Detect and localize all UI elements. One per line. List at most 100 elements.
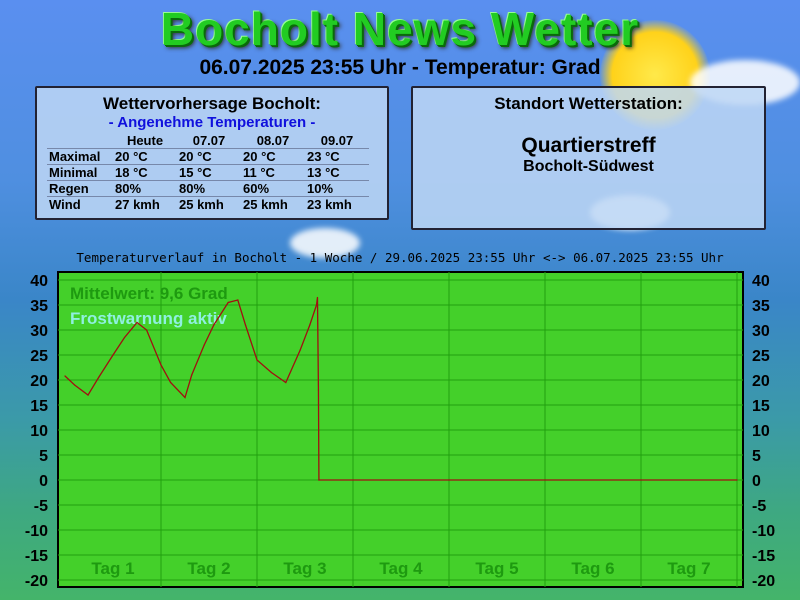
mean-annotation: Mittelwert: 9,6 Grad (70, 284, 228, 303)
y-tick-label-right: -20 (752, 573, 775, 590)
data-point (270, 371, 272, 374)
data-point (64, 375, 66, 377)
data-point (203, 344, 205, 346)
forecast-cell: 23 kmh (305, 196, 369, 212)
forecast-row: Maximal 20 °C 20 °C 20 °C 23 °C (47, 148, 369, 165)
forecast-cell: 13 °C (305, 164, 369, 181)
data-point (318, 479, 320, 481)
y-tick-label-right: 10 (752, 423, 770, 440)
y-tick-label-right: 0 (752, 473, 761, 490)
forecast-cell: 18 °C (113, 164, 177, 181)
data-point (299, 349, 301, 351)
y-tick-label-left: 20 (30, 373, 48, 390)
x-tick-label: Tag 6 (571, 559, 614, 578)
x-tick-label: Tag 4 (379, 559, 423, 578)
forecast-cell: 80% (113, 180, 177, 197)
data-point (170, 381, 172, 384)
station-panel: Standort Wetterstation: Quartierstreff B… (411, 86, 766, 230)
date-temperature-line: 06.07.2025 23:55 Uhr - Temperatur: Grad (199, 56, 601, 79)
data-point (244, 324, 247, 326)
forecast-cell: 10% (305, 180, 369, 197)
data-point (213, 324, 215, 326)
y-tick-label-right: -15 (752, 548, 775, 565)
y-tick-label-right: 5 (752, 448, 761, 465)
y-tick-label-right: 30 (752, 323, 770, 340)
y-tick-label-left: 10 (30, 423, 48, 440)
station-name: Quartierstreff (521, 134, 656, 157)
data-point (184, 396, 186, 399)
data-point (87, 394, 89, 396)
forecast-cell: 27 kmh (113, 196, 177, 212)
data-point (112, 354, 114, 356)
forecast-panel: Wettervorhersage Bocholt: - Angenehme Te… (35, 86, 389, 220)
y-tick-label-left: -20 (25, 573, 48, 590)
forecast-cell: 20 °C (241, 148, 305, 165)
x-tick-label: Tag 3 (283, 559, 326, 578)
row-label: Wind (47, 196, 113, 212)
column-header: Heute (126, 133, 164, 148)
forecast-row: Wind 27 kmh 25 kmh 25 kmh 23 kmh (47, 196, 369, 212)
data-point (136, 321, 138, 324)
y-tick-label-left: 30 (30, 323, 48, 340)
y-tick-label-right: 20 (752, 373, 770, 390)
y-tick-label-left: -15 (25, 548, 48, 565)
forecast-row: Minimal 18 °C 15 °C 11 °C 13 °C (47, 164, 369, 181)
column-header: 07.07 (192, 133, 226, 148)
data-point (123, 336, 126, 339)
forecast-cell: 60% (241, 180, 305, 197)
y-tick-label-left: 5 (39, 448, 48, 465)
forecast-cell: 11 °C (241, 164, 305, 181)
station-district: Bocholt-Südwest (523, 158, 654, 175)
forecast-cell: 25 kmh (177, 196, 241, 212)
data-point (285, 381, 287, 384)
x-tick-label: Tag 1 (91, 559, 134, 578)
y-tick-label-left: 0 (39, 473, 48, 490)
forecast-title: Wettervorhersage Bocholt: (103, 94, 321, 113)
row-label: Maximal (47, 148, 113, 165)
y-tick-label-left: 35 (30, 298, 48, 315)
y-tick-label-right: 40 (752, 273, 770, 290)
station-title: Standort Wetterstation: (494, 94, 683, 113)
x-tick-label: Tag 2 (187, 559, 230, 578)
chart-title: Temperaturverlauf in Bocholt - 1 Woche /… (76, 250, 724, 265)
data-point (736, 479, 738, 481)
y-tick-label-right: 15 (752, 398, 770, 415)
forecast-cell: 80% (177, 180, 241, 197)
data-point (227, 301, 229, 304)
y-tick-label-right: 35 (752, 298, 770, 315)
forecast-cell: 20 °C (177, 148, 241, 165)
y-tick-label-left: 40 (30, 273, 48, 290)
y-tick-label-right: -5 (752, 498, 766, 515)
forecast-row: Regen 80% 80% 60% 10% (47, 180, 369, 197)
data-point (256, 359, 258, 361)
forecast-table: Heute 07.07 08.07 09.07 Maximal 20 °C 20 °C 20 … (47, 133, 369, 212)
forecast-cell: 23 °C (305, 148, 369, 165)
data-point (317, 389, 320, 391)
x-tick-label: Tag 7 (667, 559, 710, 578)
y-tick-label-left: -10 (25, 523, 48, 540)
row-label: Minimal (47, 164, 113, 181)
data-point (237, 299, 239, 301)
x-tick-label: Tag 5 (475, 559, 518, 578)
forecast-cell: 25 kmh (241, 196, 305, 212)
data-point (191, 374, 193, 376)
data-point (309, 324, 311, 326)
data-point (98, 376, 100, 379)
forecast-mood: - Angenehme Temperaturen - (108, 114, 316, 131)
data-point (146, 329, 148, 331)
forecast-cell: 20 °C (113, 148, 177, 165)
data-point (160, 364, 162, 366)
y-tick-label-left: 25 (30, 348, 48, 365)
row-label: Regen (47, 180, 113, 197)
column-header: 09.07 (320, 133, 354, 148)
y-tick-label-left: 15 (30, 398, 48, 415)
y-tick-label-left: -5 (34, 498, 48, 515)
frost-warning: Frostwarnung aktiv (70, 309, 227, 328)
y-tick-label-right: -10 (752, 523, 775, 540)
data-point (74, 384, 76, 386)
app-title: Bocholt News Wetter (160, 3, 640, 55)
column-header: 08.07 (256, 133, 290, 148)
y-tick-label-right: 25 (752, 348, 770, 365)
cloud-decoration (290, 228, 360, 258)
